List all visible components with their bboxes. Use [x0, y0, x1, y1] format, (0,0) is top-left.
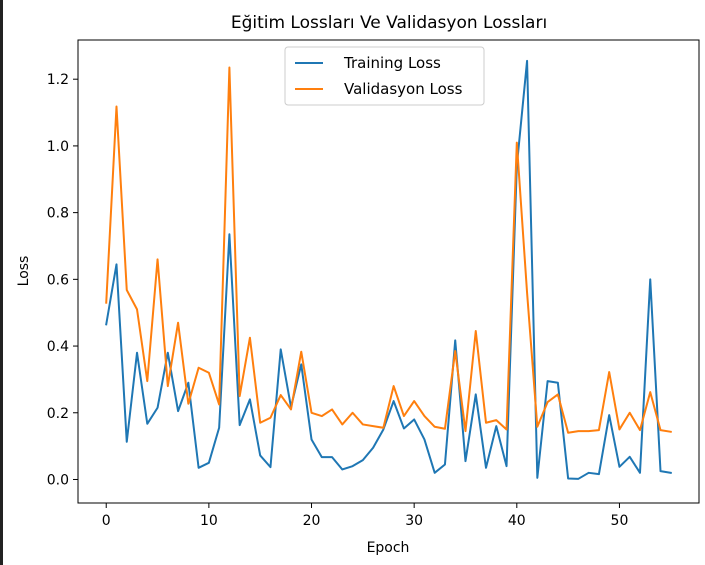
chart-title: Eğitim Lossları Ve Validasyon Lossları — [231, 13, 547, 33]
x-axis: 0 10 20 30 40 50 — [102, 503, 629, 529]
y-tick-label: 0.8 — [47, 206, 69, 222]
y-axis-label: Loss — [16, 256, 32, 287]
x-tick-label: 40 — [508, 513, 526, 529]
x-tick-label: 0 — [102, 513, 111, 529]
window-edge — [0, 0, 3, 565]
legend-label-validation: Validasyon Loss — [344, 80, 463, 98]
x-tick-label: 50 — [611, 513, 629, 529]
y-tick-label: 0.2 — [47, 406, 69, 422]
plot-area — [77, 39, 700, 504]
x-axis-label: Epoch — [367, 540, 410, 556]
y-tick-label: 1.2 — [47, 72, 69, 88]
legend: Training Loss Validasyon Loss — [284, 46, 485, 106]
x-tick-label: 10 — [200, 513, 218, 529]
y-tick-label: 0.0 — [47, 472, 69, 488]
series-line-training — [105, 59, 672, 480]
y-tick-label: 1.0 — [47, 139, 69, 155]
axes-frame — [77, 39, 700, 504]
series-layer — [105, 59, 672, 480]
x-tick-label: 30 — [405, 513, 423, 529]
x-tick-label: 20 — [303, 513, 321, 529]
series-line-validation — [105, 66, 672, 434]
y-tick-label: 0.4 — [47, 339, 69, 355]
y-axis: 0.0 0.2 0.4 0.6 0.8 1.0 1.2 — [47, 72, 78, 488]
y-tick-label: 0.6 — [47, 272, 69, 288]
legend-label-training: Training Loss — [343, 54, 441, 72]
legend-box — [284, 46, 485, 106]
